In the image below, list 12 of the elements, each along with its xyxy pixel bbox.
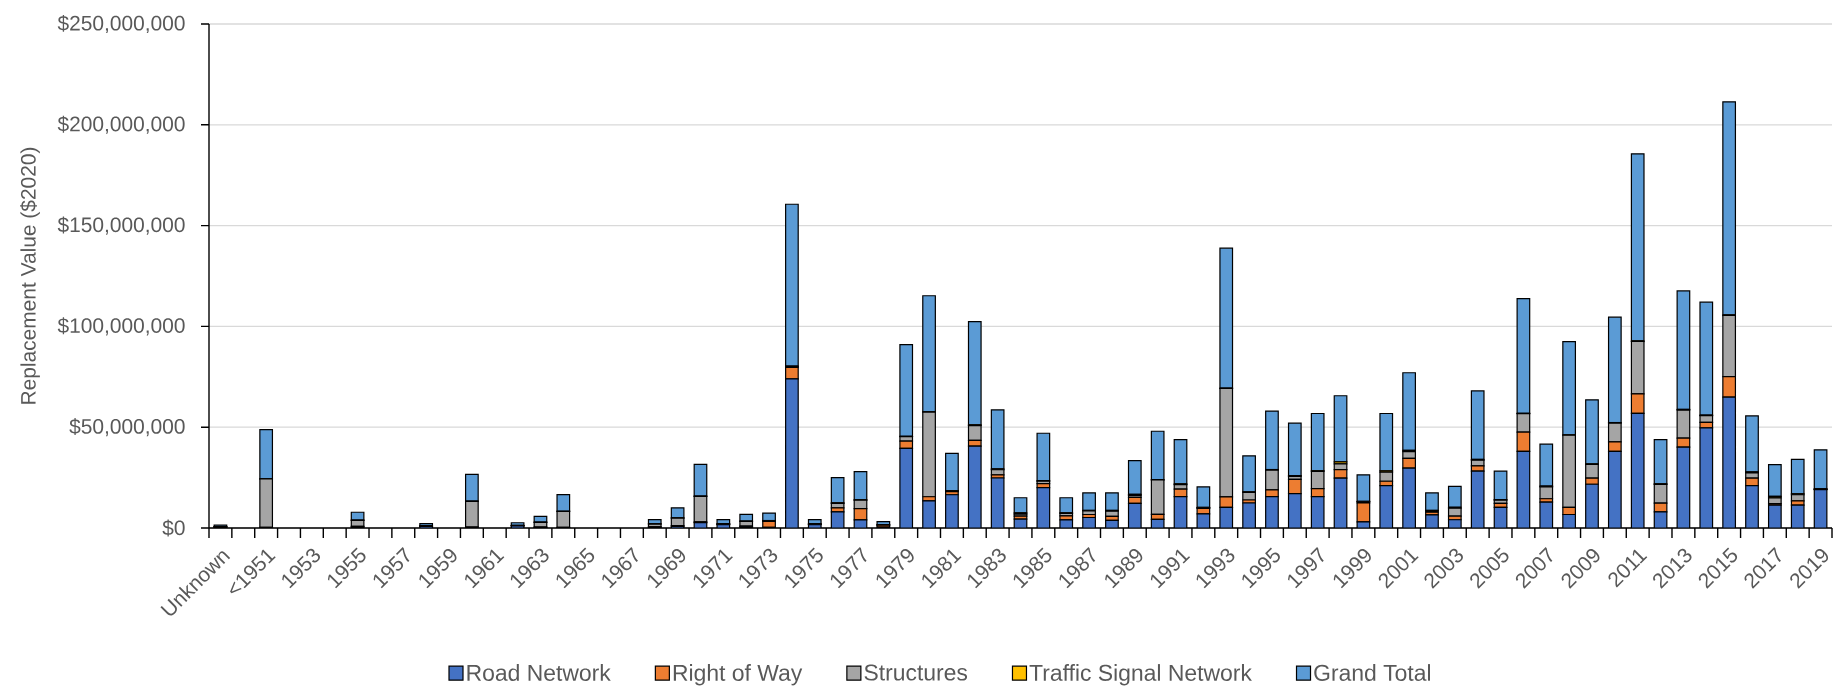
y-tick-label: $100,000,000 bbox=[57, 317, 185, 336]
legend-label: Traffic Signal Network bbox=[1029, 664, 1252, 686]
legend-label: Right of Way bbox=[673, 664, 803, 686]
y-tick-label: $150,000,000 bbox=[57, 216, 185, 235]
legend-label: Grand Total bbox=[1314, 664, 1431, 681]
y-tick-label: $50,000,000 bbox=[69, 418, 185, 437]
y-tick-label: $250,000,000 bbox=[57, 14, 185, 34]
y-tick-label: $200,000,000 bbox=[57, 115, 185, 134]
legend-label: Structures bbox=[864, 664, 968, 681]
legend-label: Road Network bbox=[467, 664, 611, 681]
y-tick-label: $0 bbox=[162, 519, 185, 537]
y-axis-title: Replacement Value ($2020) bbox=[20, 147, 40, 404]
